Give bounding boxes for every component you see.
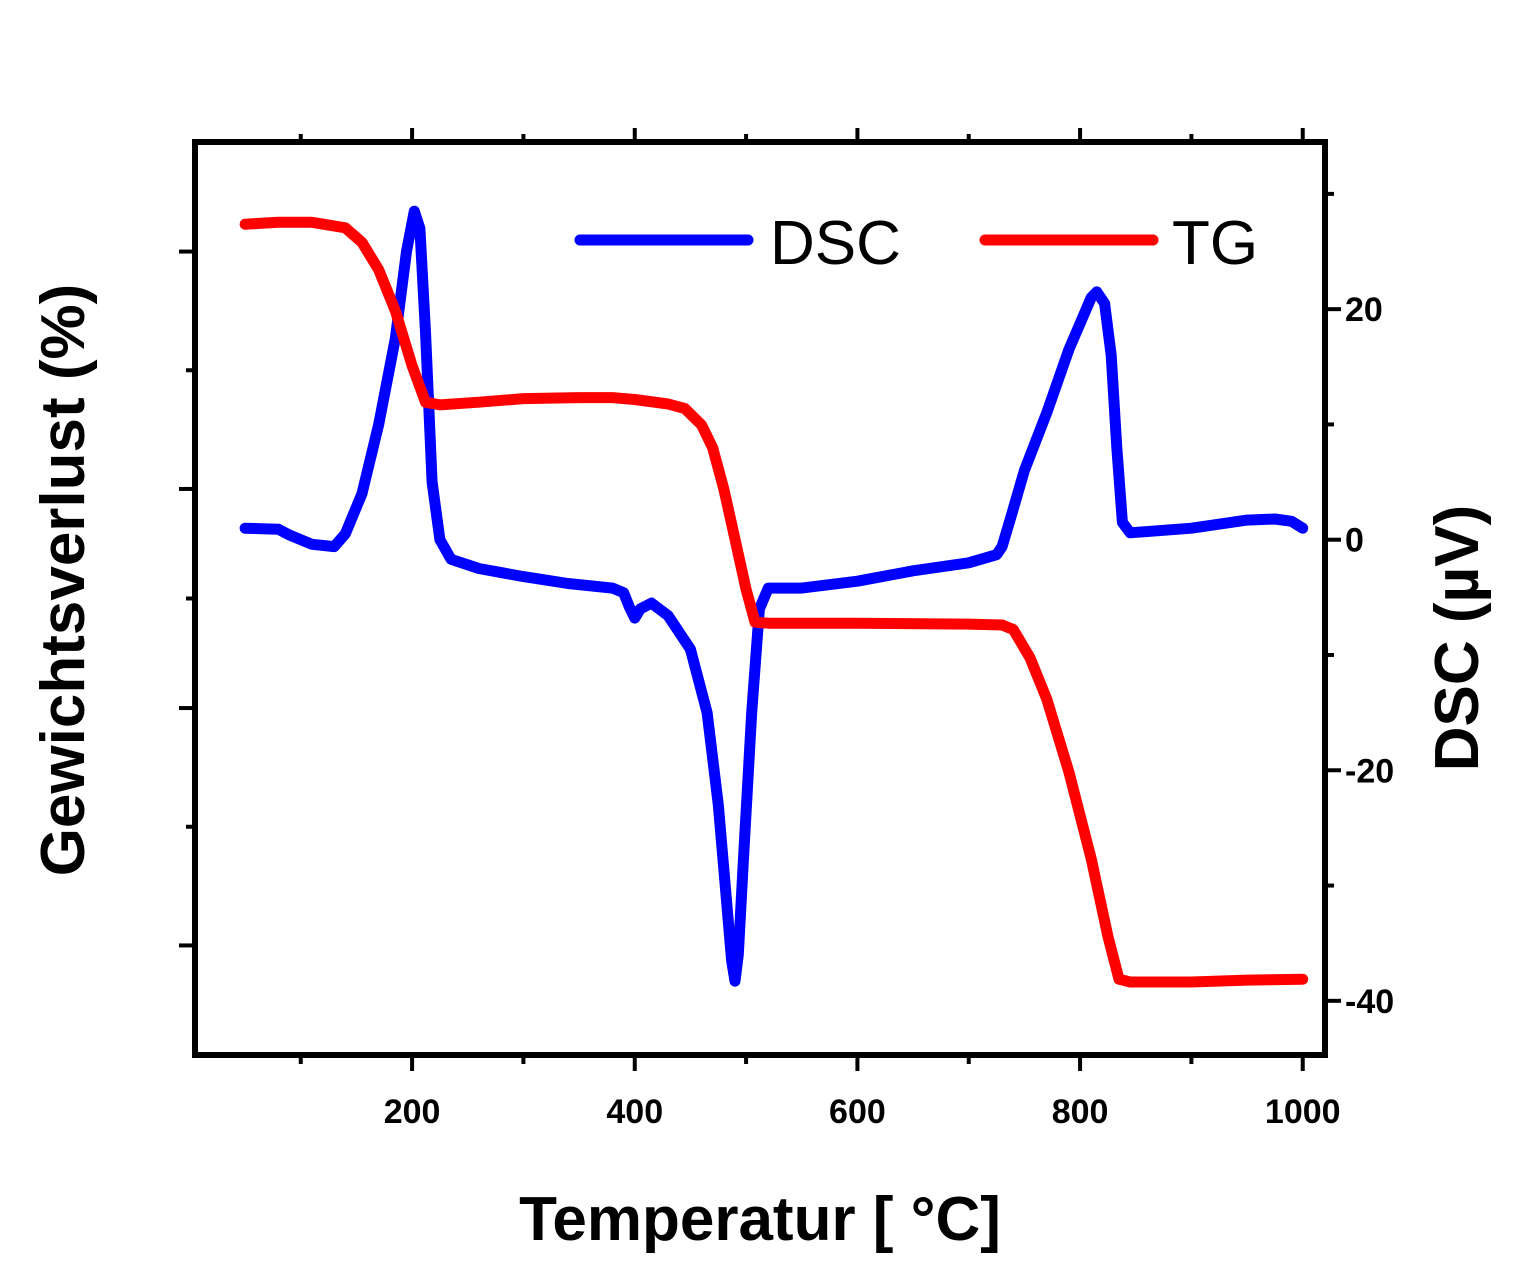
y-axis-left-title: Gewichtsverlust (%) bbox=[29, 284, 98, 877]
x-tick-label: 400 bbox=[606, 1093, 663, 1131]
y-right-tick-label: 20 bbox=[1345, 291, 1383, 329]
y-right-tick-label: -20 bbox=[1345, 752, 1394, 790]
x-tick-label: 200 bbox=[384, 1093, 441, 1131]
y-axis-right-title: DSC (µV) bbox=[1423, 505, 1492, 772]
x-tick-label: 1000 bbox=[1265, 1093, 1341, 1131]
series-lines bbox=[239, 205, 1309, 988]
legend-label-tg: TG bbox=[1172, 209, 1258, 278]
axis-ticks: 200 400 600 800 1000 -40 -20 0 20 bbox=[179, 128, 1394, 1131]
series-line-dsc bbox=[239, 205, 1309, 987]
y-right-tick-label: 0 bbox=[1345, 522, 1364, 560]
x-axis-title: Temperatur [ °C] bbox=[519, 1185, 1001, 1254]
x-tick-label: 600 bbox=[829, 1093, 886, 1131]
legend-label-dsc: DSC bbox=[770, 209, 901, 278]
y-right-tick-label: -40 bbox=[1345, 983, 1394, 1021]
x-tick-label: 800 bbox=[1052, 1093, 1109, 1131]
legend: DSC TG bbox=[574, 209, 1258, 278]
series-line-tg bbox=[239, 216, 1309, 988]
